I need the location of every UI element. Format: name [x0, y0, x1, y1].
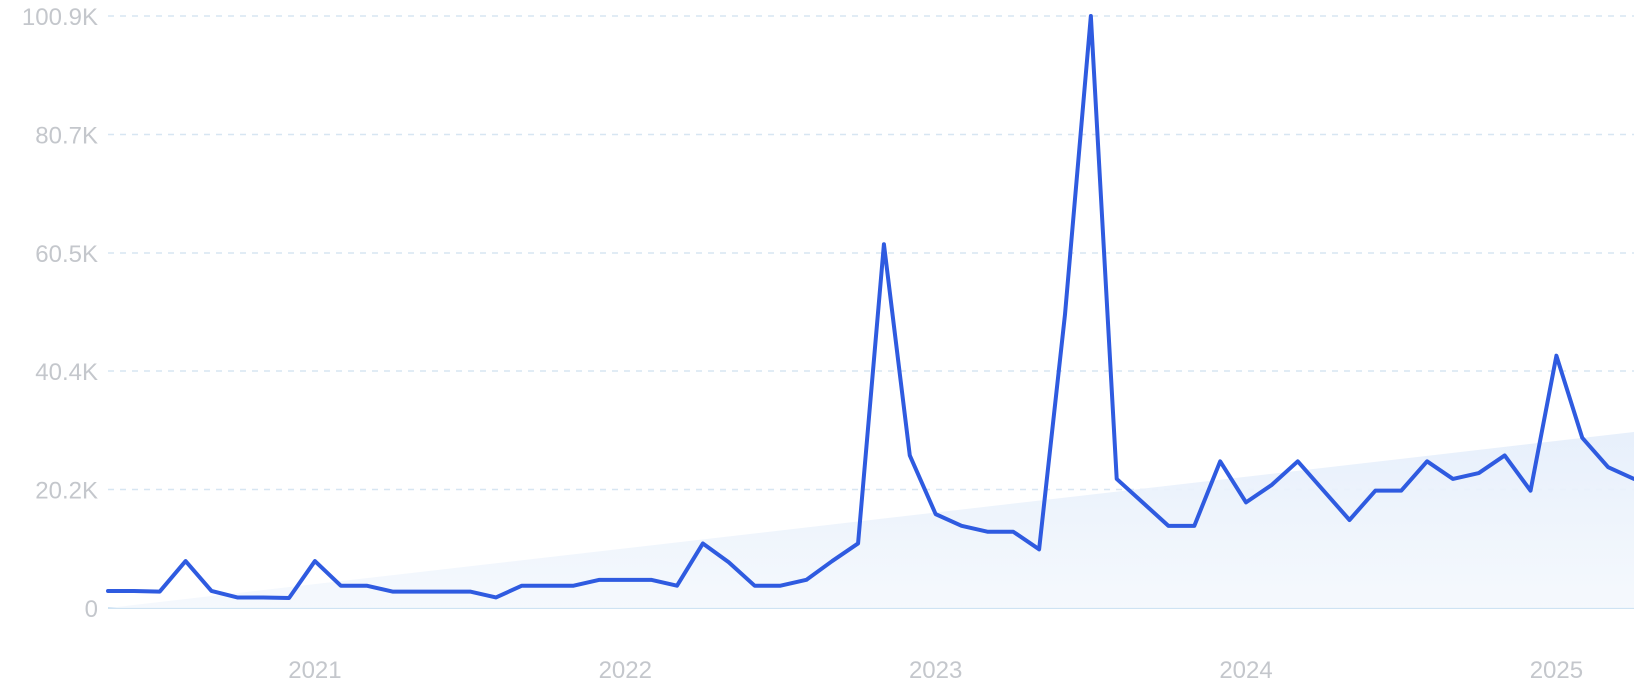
trend-wedge — [108, 431, 1634, 608]
x-tick-label: 2023 — [909, 657, 962, 684]
y-tick-label: 40.4K — [35, 359, 98, 386]
y-tick-label: 0 — [85, 596, 98, 623]
y-tick-label: 100.9K — [22, 4, 98, 31]
y-tick-label: 80.7K — [35, 123, 98, 150]
x-tick-label: 2024 — [1219, 657, 1272, 684]
x-axis-ticks: 2021 2022 2023 2024 2025 — [288, 657, 1583, 684]
x-tick-label: 2025 — [1530, 657, 1583, 684]
series-line — [106, 14, 1634, 601]
trend-area — [108, 431, 1634, 608]
y-tick-label: 20.2K — [35, 477, 98, 504]
y-tick-label: 60.5K — [35, 241, 98, 268]
y-axis-ticks: 0 20.2K 40.4K 60.5K 80.7K 100.9K — [22, 4, 98, 623]
x-tick-label: 2021 — [288, 657, 341, 684]
series-layer — [106, 14, 1634, 601]
x-tick-label: 2022 — [599, 657, 652, 684]
